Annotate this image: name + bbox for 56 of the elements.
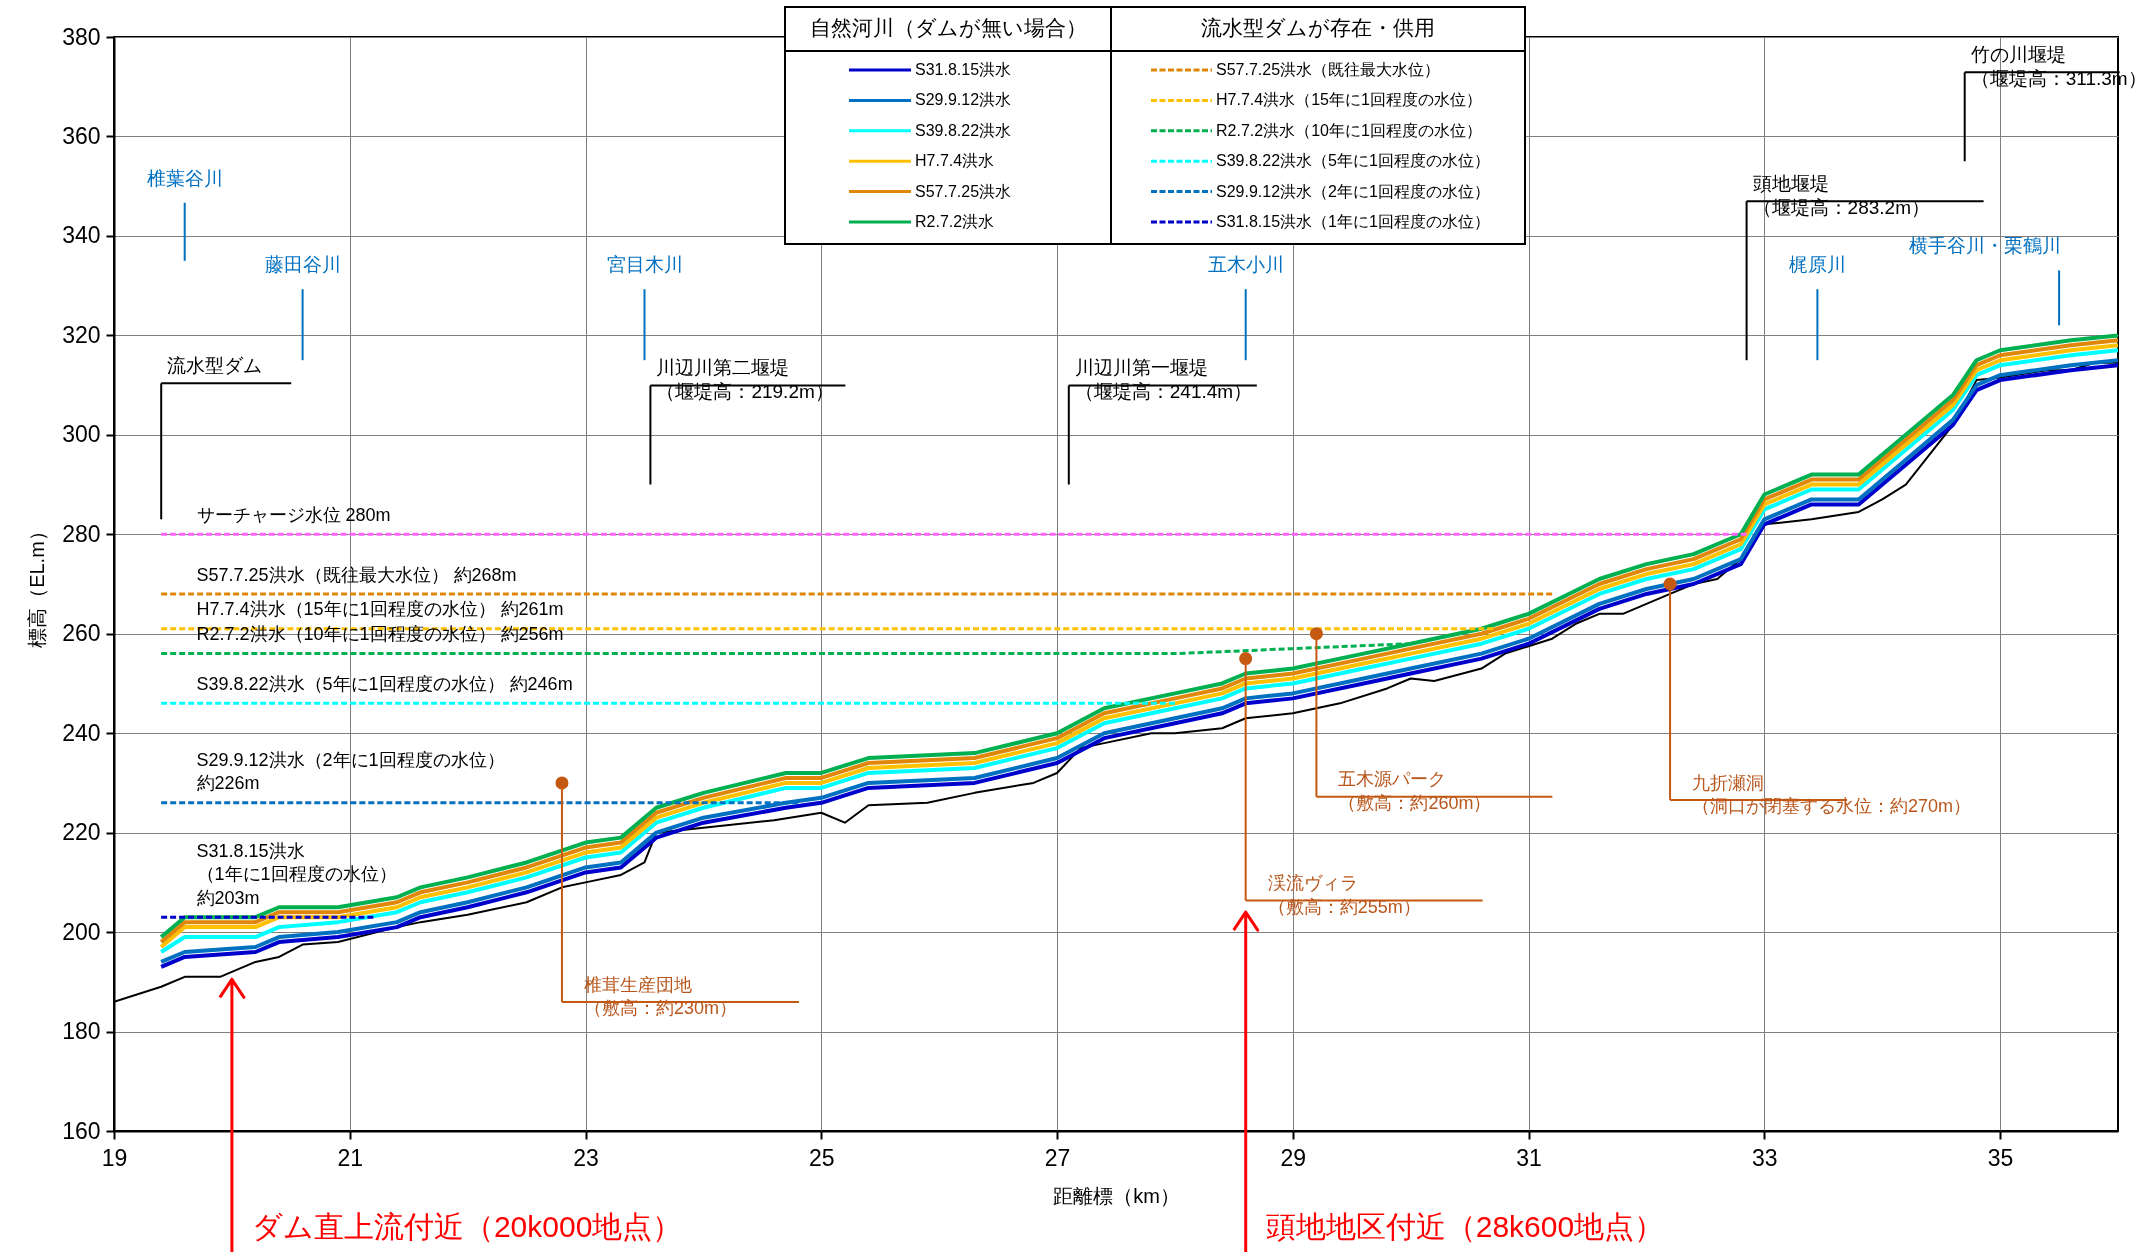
annotation: サーチャージ水位 280m	[196, 504, 391, 525]
y-tick-label: 300	[62, 421, 101, 448]
legend-label: S31.8.15洪水	[915, 61, 1012, 78]
annotation: 宮目木川	[606, 254, 683, 276]
annotation: S31.8.15洪水（1年に1回程度の水位）約203m	[196, 840, 397, 908]
x-tick-label: 27	[1044, 1144, 1071, 1171]
y-tick-label: 200	[62, 918, 101, 945]
y-tick-label: 160	[62, 1117, 101, 1144]
y-axis-title: 標高（EL.m）	[26, 521, 49, 648]
x-tick-label: 33	[1752, 1144, 1778, 1171]
annotation: S57.7.25洪水（既往最大水位） 約268m	[196, 564, 517, 585]
y-tick-label: 380	[62, 23, 101, 50]
legend-label: S57.7.25洪水	[915, 182, 1012, 200]
x-tick-label: 35	[1987, 1144, 2014, 1171]
text: 自然河川（ダムが無い場合）	[809, 16, 1087, 39]
text: ダム直上流付近（20k000地点）	[251, 1210, 683, 1243]
annotation: 流水型ダム	[167, 354, 263, 376]
x-tick-label: 23	[573, 1144, 599, 1171]
x-tick-label: 19	[101, 1144, 128, 1171]
legend-label: H7.7.4洪水	[915, 152, 995, 170]
y-tick-label: 320	[62, 321, 101, 348]
annotation: S39.8.22洪水（5年に1回程度の水位） 約246m	[196, 673, 573, 694]
text: 頭地地区付近（28k600地点）	[1265, 1210, 1665, 1243]
legend-label: H7.7.4洪水（15年に1回程度の水位）	[1216, 91, 1482, 109]
y-tick-label: 280	[62, 520, 101, 547]
legend-label: S57.7.25洪水（既往最大水位）	[1216, 61, 1441, 78]
annotation: 五木源パーク（敷高：約260m）	[1338, 769, 1492, 813]
legend-label: S31.8.15洪水（1年に1回程度の水位）	[1216, 213, 1490, 230]
annotation: 椎葉谷川	[146, 167, 223, 189]
legend-label: R2.7.2洪水	[915, 213, 995, 230]
legend-label: S39.8.22洪水	[915, 121, 1012, 139]
x-axis-title: 距離標（km）	[1053, 1184, 1180, 1207]
y-tick-label: 340	[62, 222, 101, 249]
x-tick-label: 25	[809, 1144, 835, 1171]
y-tick-label: 240	[62, 719, 101, 746]
legend-label: S39.8.22洪水（5年に1回程度の水位）	[1216, 152, 1490, 170]
y-tick-label: 220	[62, 819, 101, 846]
legend-label: R2.7.2洪水（10年に1回程度の水位）	[1216, 121, 1482, 139]
annotation: 藤田谷川	[264, 254, 341, 276]
annotation: S29.9.12洪水（2年に1回程度の水位）約226m	[196, 750, 505, 794]
annotation: 横手谷川・栗鶴川	[1909, 235, 2062, 257]
x-tick-label: 21	[337, 1144, 364, 1171]
annotation: 梶原川	[1788, 254, 1846, 276]
annotation: H7.7.4洪水（15年に1回程度の水位） 約261m	[196, 599, 564, 620]
annotation: 九折瀬洞（洞口が閉塞する水位：約270m）	[1692, 772, 1972, 816]
y-tick-label: 260	[62, 620, 101, 647]
annotation: 椎茸生産団地（敷高：約230m）	[583, 974, 737, 1018]
y-tick-label: 180	[62, 1018, 101, 1045]
text: 流水型ダムが存在・供用	[1201, 16, 1435, 39]
x-tick-label: 29	[1280, 1144, 1307, 1171]
annotation: R2.7.2洪水（10年に1回程度の水位） 約256m	[196, 624, 564, 645]
y-tick-label: 360	[62, 122, 101, 149]
legend-label: S29.9.12洪水	[915, 91, 1012, 109]
legend-label: S29.9.12洪水（2年に1回程度の水位）	[1216, 182, 1490, 200]
x-tick-label: 31	[1516, 1144, 1542, 1171]
annotation: 五木小川	[1207, 254, 1284, 276]
